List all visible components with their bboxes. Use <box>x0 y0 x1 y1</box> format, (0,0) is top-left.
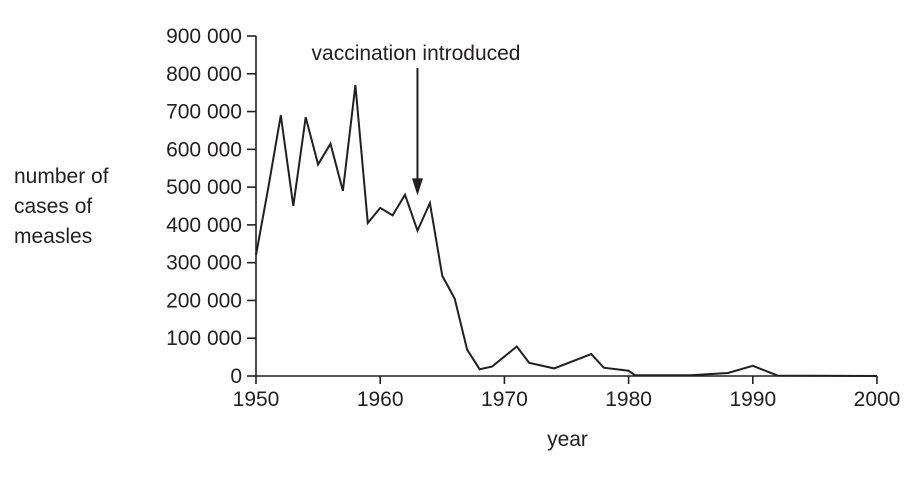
y-axis-ticks: 0 100 000 200 000 300 000 400 000 500 000 600 … <box>166 25 256 388</box>
y-axis-label-line-1: number of <box>14 165 109 188</box>
y-tick-label: 700 000 <box>166 101 242 124</box>
series-line-measles-cases <box>255 84 878 377</box>
y-tick-label: 100 000 <box>166 327 242 350</box>
annotation-arrow-head <box>411 178 423 196</box>
x-axis-label: year <box>547 428 588 451</box>
y-tick-label: 0 <box>230 365 242 388</box>
y-tick-label: 500 000 <box>166 176 242 199</box>
x-tick-label: 2000 <box>854 388 901 411</box>
y-tick-label: 400 000 <box>166 214 242 237</box>
y-tick-label: 300 000 <box>166 252 242 275</box>
y-axis-label: number of cases of measles <box>14 162 109 252</box>
y-tick-label: 800 000 <box>166 63 242 86</box>
y-axis-label-line-2: cases of <box>14 195 93 218</box>
y-tick-label: 200 000 <box>166 289 242 312</box>
y-tick-label: 900 000 <box>166 25 242 48</box>
x-axis-ticks: 1950 1960 1970 1980 1990 2000 <box>233 376 901 411</box>
y-tick-label: 600 000 <box>166 138 242 161</box>
annotation-label: vaccination introduced <box>312 42 521 65</box>
y-axis-label-line-3: measles <box>14 225 93 248</box>
x-tick-label: 1960 <box>357 388 404 411</box>
x-tick-label: 1970 <box>481 388 528 411</box>
x-tick-label: 1990 <box>729 388 776 411</box>
x-tick-label: 1980 <box>605 388 652 411</box>
x-tick-label: 1950 <box>233 388 280 411</box>
vaccination-annotation: vaccination introduced <box>312 42 521 196</box>
